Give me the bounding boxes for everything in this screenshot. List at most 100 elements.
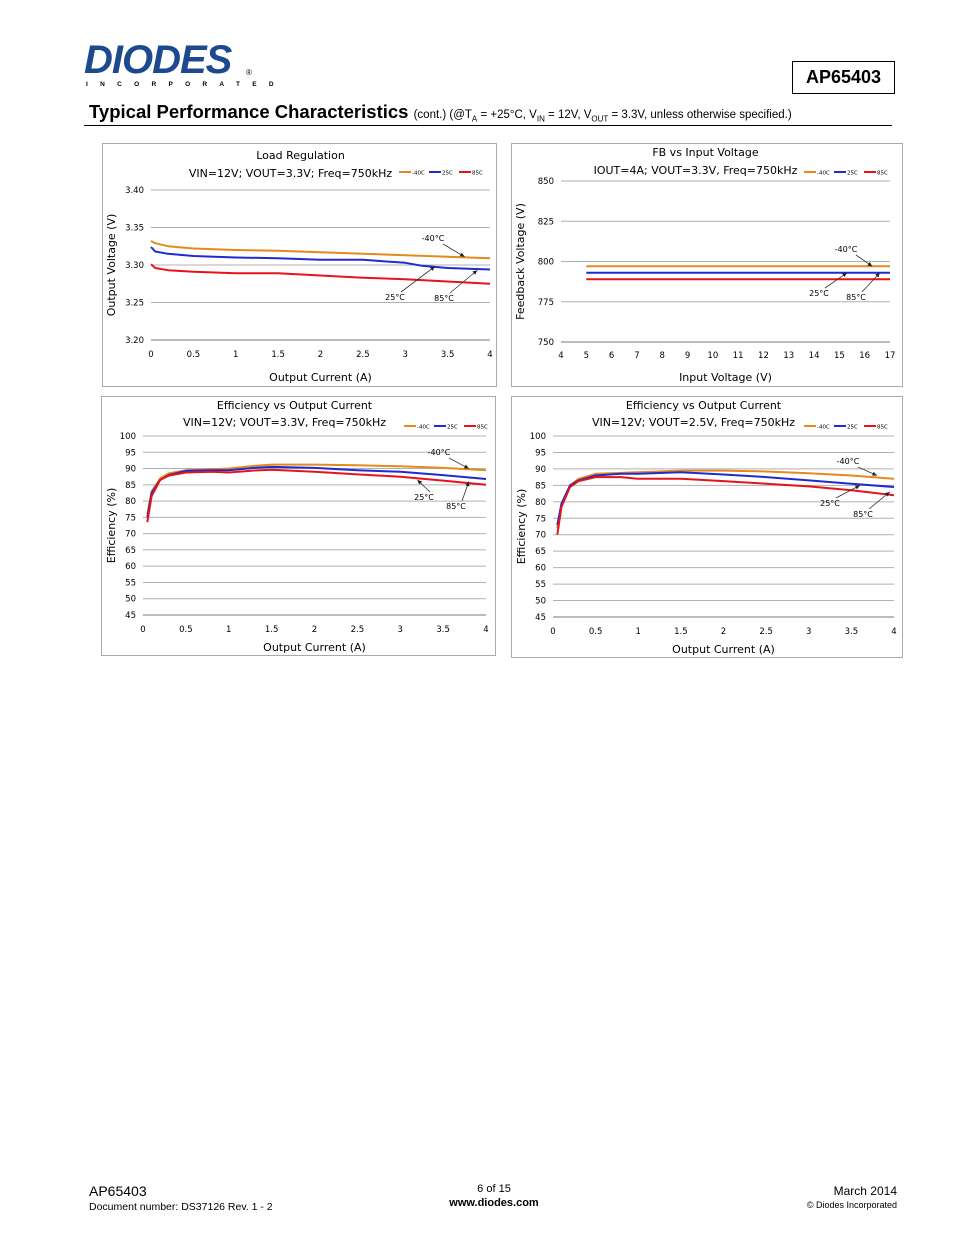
y-tick-label: 60 xyxy=(125,562,136,572)
annotation-label: 85°C xyxy=(853,510,873,519)
x-tick-label: 10 xyxy=(707,351,718,361)
registered-mark: ® xyxy=(246,68,252,77)
x-tick-label: 2 xyxy=(312,625,317,635)
chart-svg: 45 50 55 60 65 70 75 80 85 90 95 100 0 0.5 1 1.5 2 2.5 3 3.… xyxy=(105,399,489,654)
annotation-label: -40°C xyxy=(837,457,860,466)
chart-svg: 3.20 3.25 3.30 3.35 3.40 0 0.5 1 1.5 2 2.5 3 3.5 4 Loa… xyxy=(105,149,493,384)
y-axis-label: Feedback Voltage (V) xyxy=(514,203,527,320)
series-line-2 xyxy=(150,263,491,285)
y-tick-label: 65 xyxy=(125,546,136,556)
fb-vs-input-voltage-chart: 750 775 800 825 850 4 5 6 7 8 9 10 11 12 13 14 15 16 17 FB … xyxy=(511,143,903,387)
legend-label: -40C xyxy=(817,425,830,431)
chart-subtitle: VIN=12V; VOUT=3.3V, Freq=750kHz xyxy=(183,416,386,429)
annotation-label: -40°C xyxy=(428,448,451,457)
chart-svg: 750 775 800 825 850 4 5 6 7 8 9 10 11 12 13 14 15 16 17 FB … xyxy=(514,146,896,384)
logo-subtext: INCORPORATED xyxy=(86,81,286,88)
x-tick-label: 7 xyxy=(634,351,639,361)
section-conditions: (cont.) (@TA = +25°C, VIN = 12V, VOUT = … xyxy=(413,109,792,124)
footer-center: 6 of 15 www.diodes.com xyxy=(394,1183,594,1209)
efficiency-3v3-chart: 45 50 55 60 65 70 75 80 85 90 95 100 0 0.5 1 1.5 2 2.5 3 3.… xyxy=(101,396,496,656)
y-tick-label: 3.25 xyxy=(125,299,144,309)
x-tick-label: 13 xyxy=(783,351,794,361)
section-title: Typical Performance Characteristics xyxy=(89,101,409,122)
legend-label: 85C xyxy=(877,425,888,431)
y-tick-label: 45 xyxy=(125,611,136,621)
y-tick-label: 85 xyxy=(535,481,546,491)
x-tick-label: 2.5 xyxy=(351,625,365,635)
y-tick-label: 45 xyxy=(535,613,546,623)
annotation-label: 25°C xyxy=(820,499,840,508)
y-tick-label: 70 xyxy=(535,531,546,541)
legend-label: -40C xyxy=(412,171,425,177)
header-rule xyxy=(84,125,892,126)
y-axis-label: Efficiency (%) xyxy=(515,489,528,565)
annotation-arrow xyxy=(400,266,436,293)
annotation-arrowhead xyxy=(465,481,470,487)
series-line-0 xyxy=(556,469,895,529)
y-tick-label: 70 xyxy=(125,530,136,540)
x-tick-label: 0.5 xyxy=(179,625,193,635)
annotation-arrowhead xyxy=(430,266,435,271)
x-tick-label: 0.5 xyxy=(589,627,603,637)
y-tick-label: 80 xyxy=(535,498,546,508)
legend-label: 85C xyxy=(472,171,483,177)
x-tick-label: 15 xyxy=(834,351,845,361)
legend-label: 25C xyxy=(442,171,453,177)
y-tick-label: 850 xyxy=(538,177,554,187)
x-axis-label: Output Current (A) xyxy=(269,371,372,384)
x-tick-label: 3 xyxy=(403,350,408,360)
annotation-label: 25°C xyxy=(385,293,405,302)
chart-title: Efficiency vs Output Current xyxy=(217,399,373,412)
footer-copyright: © Diodes Incorporated xyxy=(806,1200,897,1210)
x-tick-label: 2 xyxy=(721,627,726,637)
y-tick-label: 825 xyxy=(538,217,554,227)
x-axis-label: Output Current (A) xyxy=(263,641,366,654)
chart-subtitle: IOUT=4A; VOUT=3.3V, Freq=750kHz xyxy=(594,164,798,177)
y-tick-label: 85 xyxy=(125,481,136,491)
x-tick-label: 6 xyxy=(609,351,614,361)
annotation-label: -40°C xyxy=(835,245,858,254)
y-tick-label: 95 xyxy=(125,448,136,458)
chart-title: Efficiency vs Output Current xyxy=(626,399,782,412)
section-heading: Typical Performance Characteristics (con… xyxy=(89,101,792,123)
annotation-arrowhead xyxy=(472,270,478,275)
legend-label: 25C xyxy=(447,425,458,431)
legend-label: 25C xyxy=(847,171,858,177)
annotation-arrowhead xyxy=(872,471,877,476)
y-tick-label: 90 xyxy=(125,465,136,475)
legend-label: -40C xyxy=(817,171,830,177)
x-tick-label: 1 xyxy=(636,627,641,637)
diodes-logo: DIODES ® INCORPORATED xyxy=(84,40,274,92)
annotation-label: 25°C xyxy=(414,493,434,502)
y-tick-label: 65 xyxy=(535,547,546,557)
x-axis-label: Input Voltage (V) xyxy=(679,371,772,384)
footer-url[interactable]: www.diodes.com xyxy=(449,1197,539,1209)
x-tick-label: 5 xyxy=(584,351,589,361)
x-tick-label: 1.5 xyxy=(271,350,285,360)
annotation-label: 85°C xyxy=(846,293,866,302)
x-tick-label: 4 xyxy=(891,627,896,637)
series-line-2 xyxy=(556,476,895,535)
x-tick-label: 2.5 xyxy=(759,627,773,637)
y-tick-label: 55 xyxy=(125,578,136,588)
chart-svg: 45 50 55 60 65 70 75 80 85 90 95 100 0 0.5 1 1.5 2 2.5 3 3.… xyxy=(515,399,897,656)
part-number-box: AP65403 xyxy=(792,61,895,94)
efficiency-2v5-chart: 45 50 55 60 65 70 75 80 85 90 95 100 0 0.5 1 1.5 2 2.5 3 3.… xyxy=(511,396,903,658)
x-tick-label: 2.5 xyxy=(356,350,370,360)
x-tick-label: 4 xyxy=(483,625,488,635)
y-tick-label: 90 xyxy=(535,465,546,475)
y-tick-label: 3.35 xyxy=(125,224,144,234)
footer-left: AP65403 Document number: DS37126 Rev. 1 … xyxy=(89,1183,273,1213)
x-tick-label: 0 xyxy=(140,625,145,635)
annotation-arrow xyxy=(449,269,478,294)
x-tick-label: 3.5 xyxy=(436,625,450,635)
series-line-0 xyxy=(150,240,491,260)
x-tick-label: 1.5 xyxy=(265,625,279,635)
y-tick-label: 3.40 xyxy=(125,186,144,196)
series-line-0 xyxy=(146,463,487,515)
footer-doc-number: Document number: DS37126 Rev. 1 - 2 xyxy=(89,1201,273,1213)
y-tick-label: 50 xyxy=(535,597,546,607)
footer-page-number: 6 of 15 xyxy=(477,1183,511,1195)
y-tick-label: 3.20 xyxy=(125,336,144,346)
x-tick-label: 17 xyxy=(885,351,896,361)
